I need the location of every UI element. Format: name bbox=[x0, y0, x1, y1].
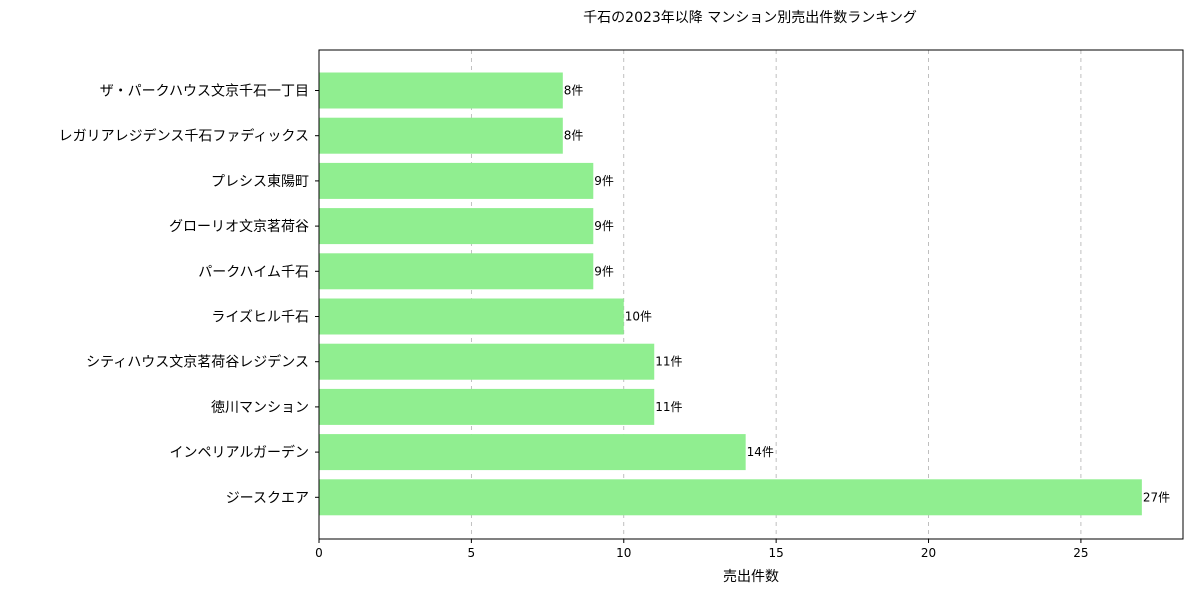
y-tick-label: インペリアルガーデン bbox=[170, 444, 309, 461]
x-tick-label: 15 bbox=[769, 546, 784, 560]
y-tick-label: プレシス東陽町 bbox=[211, 174, 309, 190]
bar-data-label: 27件 bbox=[1143, 490, 1170, 504]
y-axis: ザ・パークハウス文京千石一丁目レガリアレジデンス千石ファディックスプレシス東陽町… bbox=[59, 84, 319, 506]
x-tick-label: 5 bbox=[468, 546, 476, 560]
bar bbox=[319, 298, 624, 335]
y-tick-label: 徳川マンション bbox=[211, 400, 309, 416]
bar-data-label: 8件 bbox=[564, 129, 584, 143]
bar bbox=[319, 434, 746, 471]
bar bbox=[319, 72, 563, 109]
x-tick-label: 20 bbox=[921, 546, 936, 560]
bar-data-label: 9件 bbox=[594, 219, 614, 233]
bar bbox=[319, 343, 655, 380]
y-tick-label: ザ・パークハウス文京千石一丁目 bbox=[100, 84, 309, 100]
x-tick-label: 10 bbox=[616, 546, 631, 560]
bar-data-label: 11件 bbox=[655, 355, 682, 369]
bar bbox=[319, 162, 594, 199]
bar bbox=[319, 253, 594, 290]
y-tick-label: パークハイム千石 bbox=[198, 264, 309, 280]
y-tick-label: レガリアレジデンス千石ファディックス bbox=[59, 128, 309, 145]
y-tick-label: シティハウス文京茗荷谷レジデンス bbox=[86, 354, 309, 371]
y-tick-label: グローリオ文京茗荷谷 bbox=[169, 219, 309, 235]
bar-data-label: 14件 bbox=[747, 445, 774, 459]
bar-data-label: 11件 bbox=[655, 400, 682, 414]
bar bbox=[319, 208, 594, 245]
bar bbox=[319, 479, 1142, 516]
bar bbox=[319, 388, 655, 425]
y-tick-label: ライズヒル千石 bbox=[211, 310, 309, 326]
bars bbox=[319, 72, 1142, 516]
bar bbox=[319, 117, 563, 154]
x-tick-label: 0 bbox=[315, 546, 323, 560]
data-labels: 8件 8件 9件 9件 9件 10件 11件 11件 14件 27件 bbox=[564, 84, 1170, 505]
x-tick-label: 25 bbox=[1073, 546, 1088, 560]
y-tick-label: ジースクエア bbox=[226, 490, 309, 506]
x-axis-label: 売出件数 bbox=[723, 569, 779, 585]
bar-data-label: 9件 bbox=[594, 264, 614, 278]
bar-data-label: 9件 bbox=[594, 174, 614, 188]
chart-title: 千石の2023年以降 マンション別売出件数ランキング bbox=[583, 10, 917, 26]
bar-data-label: 10件 bbox=[625, 310, 652, 324]
x-axis: 0 5 10 15 20 25 bbox=[315, 539, 1089, 560]
plot-frame bbox=[318, 49, 1184, 540]
bar-data-label: 8件 bbox=[564, 84, 584, 98]
